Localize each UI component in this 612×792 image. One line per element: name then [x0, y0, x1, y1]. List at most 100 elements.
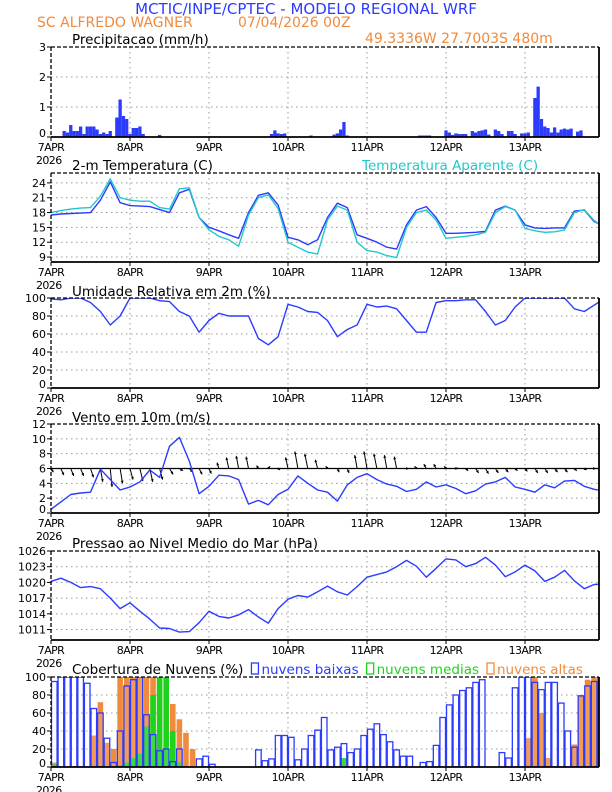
nuvens-altas-bar — [104, 742, 110, 767]
cloud-ytick-label: 40 — [32, 725, 46, 738]
wind-vector — [423, 463, 427, 469]
precip-bar — [493, 129, 498, 137]
wind-vector-head — [346, 469, 350, 473]
cloud-ytick-label: 60 — [32, 707, 46, 720]
wind-vector — [303, 453, 309, 469]
precip-bar — [473, 132, 478, 137]
wind-vector-head — [91, 474, 95, 478]
pressure-date-label: 13APR — [509, 644, 543, 657]
wind-vector — [216, 462, 220, 469]
nuvens-baixas-bar — [557, 702, 565, 767]
temperature-year-label: 2026 — [36, 279, 62, 292]
nuvens-baixas-bar — [340, 742, 348, 767]
precip-bar — [526, 132, 530, 137]
nuvens-medias-bar — [176, 762, 183, 767]
nuvens-baixas-bar — [511, 687, 519, 767]
pressure-title: Pressao ao Nivel Medio do Mar (hPa) — [72, 536, 318, 552]
wind-vector-head — [225, 457, 229, 461]
precip-date-label: 9APR — [196, 141, 223, 154]
wind-vector-head — [245, 456, 249, 460]
wind-vector-head — [61, 472, 65, 476]
nuvens-baixas-bar — [577, 695, 585, 767]
wind-vector — [70, 468, 75, 477]
humidity-panel: 7APR 8APR 9APR 10APR 11APR 12APR 13APR 2026 020 4… — [25, 292, 600, 418]
wind-vector-head — [71, 472, 75, 476]
precip-bar — [279, 134, 284, 137]
wind-ytick-label: 12 — [32, 418, 46, 431]
legend-medium-clouds: nuvens medias — [377, 662, 479, 678]
wind-vector-head — [160, 476, 164, 480]
wind-ytick-label: 6 — [39, 463, 46, 476]
pressao-line — [51, 556, 599, 633]
wind-ytick-label: 4 — [39, 477, 46, 490]
wind-vector — [475, 468, 480, 474]
nuvens-baixas-bar — [353, 748, 361, 767]
nuvens-medias-bar — [156, 677, 163, 767]
wind-vector-head — [314, 459, 318, 463]
nuvens-baixas-bar — [143, 714, 150, 767]
velocidade-do-vento-line — [51, 436, 599, 510]
precip-bar — [470, 131, 474, 137]
pressure-ytick-label: 1023 — [18, 561, 46, 574]
wind-vector — [372, 453, 378, 469]
pressure-ytick-label: 1017 — [18, 592, 46, 605]
precip-bar — [444, 130, 448, 137]
nuvens-baixas-bar — [399, 755, 407, 767]
wind-vector — [60, 468, 65, 476]
precip-bar — [102, 132, 106, 137]
precip-ytick-label: 0 — [39, 127, 46, 140]
wind-vector-head — [130, 476, 134, 480]
temperature-ytick-label: 21 — [32, 192, 46, 205]
nuvens-baixas-bar — [439, 716, 447, 767]
precip-date-label: 7APR — [38, 141, 65, 154]
humidity-title: Umidade Relativa em 2m (%) — [72, 284, 271, 300]
precip-bar — [138, 126, 142, 137]
nuvens-baixas-bar — [419, 761, 427, 767]
wind-vector-head — [150, 478, 154, 482]
precip-bar — [523, 133, 527, 137]
precip-bar — [134, 128, 139, 137]
wind-vector-head — [485, 470, 489, 474]
wind-vector — [603, 467, 606, 470]
nuvens-baixas-bar — [452, 694, 460, 767]
wind-vector-head — [383, 455, 387, 458]
precip-bar — [118, 99, 122, 137]
wind-vector — [485, 468, 489, 474]
nuvens-medias-bar — [51, 764, 58, 767]
nuvens-altas-bar — [189, 749, 196, 767]
pressure-ytick-label: 1011 — [18, 624, 46, 637]
precip-bar — [88, 126, 93, 137]
wind-vector — [198, 468, 203, 475]
wind-vector-head — [603, 467, 606, 470]
precip-bar — [62, 131, 66, 137]
humidity-marks — [51, 298, 599, 346]
wind-vector-head — [170, 471, 174, 475]
legend-high-clouds: nuvens altas — [497, 662, 583, 678]
precip-bar — [273, 130, 277, 137]
nuvens-baixas-bar — [584, 685, 591, 767]
precip-bar — [579, 130, 583, 137]
cloud-date-label: 11APR — [351, 771, 385, 784]
pressure-date-label: 11APR — [351, 644, 385, 657]
precip-panel: 7APR 8APR 9APR 10APR 11APR 12APR 13APR 2026 0 1 2 3 — [36, 41, 600, 167]
nuvens-altas-bar — [545, 758, 551, 767]
precip-bar — [78, 126, 83, 137]
wind-vector — [225, 457, 230, 469]
nuvens-baixas-bar — [386, 741, 394, 767]
pressure-year-label: 2026 — [36, 657, 62, 670]
nuvens-baixas-bar — [406, 755, 414, 767]
precip-date-label: 10APR — [272, 141, 306, 154]
precip-bar — [115, 117, 119, 137]
humidity-ytick-label: 100 — [25, 292, 46, 305]
cloud-panel: 7APR 8APR 9APR 10APR 11APR 12APR 13APR 2026 020 4… — [25, 671, 600, 792]
precip-bar — [98, 134, 103, 137]
nuvens-baixas-bar — [524, 677, 532, 767]
temperature-ytick-label: 12 — [32, 236, 46, 249]
nuvens-altas-bar — [532, 677, 538, 767]
nuvens-baixas-bar — [393, 749, 401, 767]
precip-bar — [447, 132, 451, 137]
wind-vector — [208, 468, 212, 474]
precip-bar — [335, 133, 340, 137]
precip-bar — [450, 134, 455, 137]
wind-vector — [494, 468, 499, 474]
